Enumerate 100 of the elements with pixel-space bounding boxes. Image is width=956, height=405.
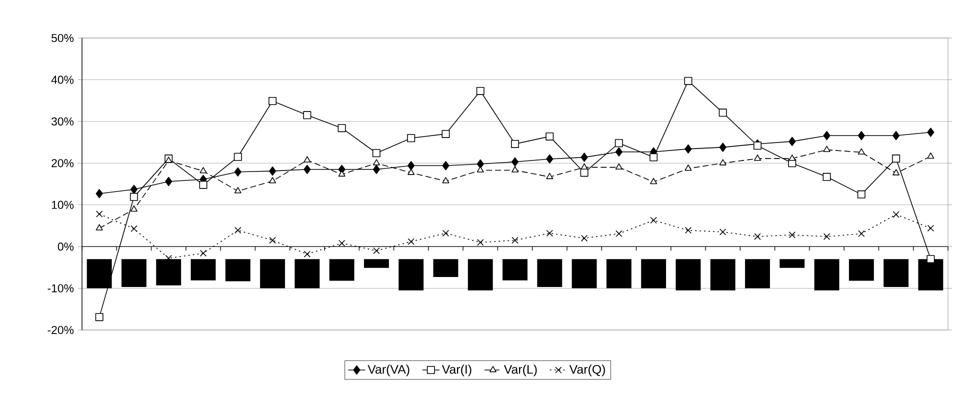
point: [926, 255, 935, 264]
point: [165, 176, 172, 186]
point: [512, 236, 518, 244]
point: [927, 224, 934, 232]
point: [234, 187, 242, 194]
point: [823, 233, 830, 240]
point: [718, 108, 727, 117]
point: [338, 124, 346, 132]
point: [546, 172, 554, 180]
point: [268, 166, 276, 176]
point: [96, 210, 103, 218]
point: [892, 154, 900, 163]
point: [822, 172, 831, 181]
point: [788, 154, 796, 161]
y-tick-label: 20%: [52, 159, 74, 168]
point: [650, 178, 658, 184]
point: [234, 226, 242, 234]
point: [407, 134, 416, 142]
point: [823, 131, 830, 140]
point: [130, 184, 138, 194]
point: [476, 159, 484, 169]
point: [372, 164, 380, 174]
point: [684, 226, 692, 234]
point: [823, 146, 830, 152]
point: [546, 132, 554, 140]
point: [650, 216, 657, 224]
point: [580, 234, 588, 242]
point: [927, 128, 934, 137]
point: [338, 240, 346, 247]
point: [754, 154, 762, 161]
point: [614, 139, 623, 148]
point: [372, 159, 380, 166]
point: [684, 76, 692, 85]
point: [304, 164, 311, 174]
point: [546, 230, 554, 237]
point: [892, 211, 900, 218]
point: [546, 154, 554, 164]
point: [580, 152, 588, 162]
point: [234, 167, 242, 176]
point: [892, 169, 900, 176]
point: [200, 250, 207, 257]
point: [442, 161, 450, 170]
point: [754, 233, 761, 240]
y-tick-label: 40%: [51, 76, 74, 84]
point: [858, 131, 865, 140]
point: [130, 192, 138, 201]
point: [304, 250, 311, 258]
point: [476, 86, 484, 95]
point: [303, 111, 312, 120]
point: [234, 152, 242, 161]
y-tick-label: -10%: [48, 284, 74, 292]
y-tick-label: 30%: [51, 117, 74, 126]
legend-label: Var(VA): [368, 364, 410, 376]
point: [269, 177, 276, 184]
point: [927, 152, 934, 159]
point: [372, 149, 380, 158]
point: [268, 96, 277, 105]
point: [96, 224, 103, 230]
point: [442, 230, 450, 237]
point: [511, 140, 520, 148]
point: [442, 130, 450, 138]
point: [408, 238, 414, 245]
point: [788, 232, 796, 238]
legend-label: Var(L): [504, 364, 537, 376]
point: [269, 236, 276, 244]
point: [788, 136, 796, 146]
point: [199, 180, 208, 189]
point: [130, 225, 138, 232]
point: [857, 190, 866, 198]
point: [373, 247, 380, 254]
point: [580, 163, 588, 170]
point: [650, 153, 658, 162]
point: [858, 148, 865, 154]
point: [684, 144, 692, 154]
point: [511, 166, 519, 172]
point: [477, 239, 484, 246]
point: [892, 131, 900, 140]
point: [200, 167, 207, 174]
point: [95, 313, 104, 322]
point: [719, 159, 726, 166]
point: [719, 142, 726, 152]
point: [304, 156, 311, 162]
point: [615, 163, 622, 170]
point: [408, 161, 415, 170]
point: [130, 205, 138, 212]
point: [408, 168, 415, 175]
y-tick-label: 0%: [58, 242, 74, 251]
point: [858, 230, 865, 238]
y-tick-label: -20%: [48, 326, 74, 334]
y-tick-label: 10%: [52, 200, 74, 209]
legend-label: Var(Q): [569, 364, 605, 376]
point: [511, 157, 519, 166]
y-tick-label: 50%: [52, 34, 74, 42]
point: [753, 142, 762, 150]
point: [616, 230, 622, 238]
point: [719, 228, 726, 236]
point: [615, 147, 622, 156]
point: [580, 168, 588, 177]
point: [442, 177, 450, 184]
point: [684, 164, 692, 171]
